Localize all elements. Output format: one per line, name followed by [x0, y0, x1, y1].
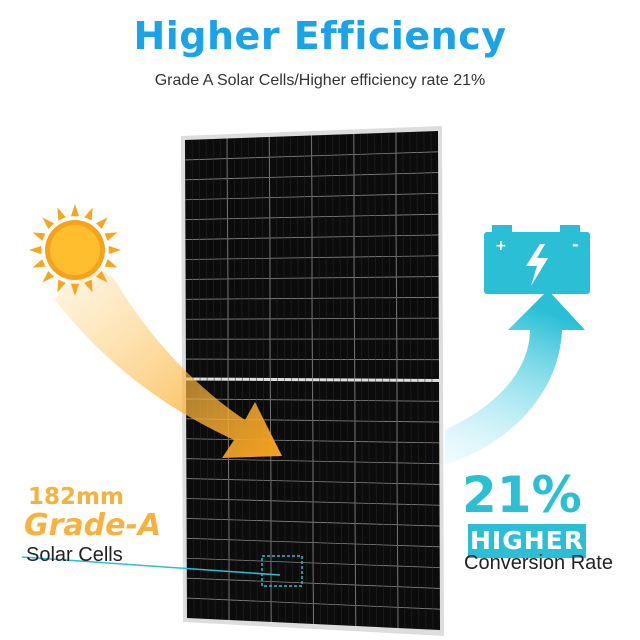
sun-ray — [108, 245, 121, 255]
busbar-line — [262, 137, 265, 622]
sun-ray — [70, 204, 80, 217]
cells-label: Solar Cells — [26, 544, 123, 566]
sun-ray — [42, 217, 55, 230]
busbar-line — [226, 138, 230, 621]
solar-panel — [181, 126, 444, 636]
busbar-line — [374, 133, 377, 628]
sun-ray — [104, 232, 118, 241]
sun-ray — [95, 217, 108, 230]
busbar-line — [416, 131, 420, 630]
sun-ray — [95, 270, 108, 283]
busbar-line — [332, 134, 335, 626]
sun-ray — [32, 259, 46, 268]
busbar-line — [395, 132, 399, 629]
page-title: Higher Efficiency — [133, 14, 507, 58]
busbar-line — [339, 134, 342, 626]
higher-badge: HIGHER — [468, 524, 586, 558]
busbar-line — [240, 137, 244, 621]
busbar-line — [297, 135, 300, 624]
sun-ray — [29, 245, 42, 255]
busbar-line — [409, 131, 413, 629]
busbar-line — [423, 131, 427, 630]
battery-minus: - — [572, 235, 579, 254]
busbar-line — [283, 136, 286, 623]
sun-ray — [84, 279, 93, 293]
busbar-line — [255, 137, 258, 622]
busbar-line — [290, 136, 293, 624]
busbar-line — [212, 138, 216, 620]
busbar-line — [205, 139, 209, 620]
orange-arrow-icon — [55, 269, 282, 458]
cell-size: 182mm — [28, 484, 124, 510]
sun-ray — [32, 232, 46, 241]
battery-bolt-icon — [484, 225, 590, 294]
busbar-line — [276, 136, 279, 623]
sun-ray — [42, 270, 55, 283]
busbar-line — [360, 133, 363, 627]
sun-icon — [29, 204, 121, 296]
busbar-line — [318, 135, 321, 625]
battery-plus: + — [495, 238, 507, 254]
busbar-line — [381, 132, 385, 628]
busbar-line — [402, 132, 406, 629]
sun-ray — [57, 207, 66, 221]
cyan-arrow-icon — [445, 290, 585, 465]
busbar-line — [346, 134, 349, 626]
busbar-line — [325, 134, 328, 625]
conversion-label: Conversion Rate — [464, 552, 613, 574]
busbar-line — [248, 137, 251, 622]
busbar-line — [304, 135, 307, 624]
cell-highlight — [261, 555, 303, 587]
sun-ray — [70, 283, 80, 296]
busbar-line — [311, 135, 314, 625]
callout-line — [21, 556, 281, 576]
sun-ray — [57, 279, 66, 293]
busbar-line — [367, 133, 370, 627]
busbar-line — [430, 131, 434, 630]
busbar-line — [219, 138, 223, 620]
busbar-line — [388, 132, 392, 628]
efficiency-percent: 21% — [462, 466, 582, 524]
busbar-line — [233, 138, 237, 621]
busbar-line — [198, 139, 202, 619]
sun-ray — [104, 259, 118, 268]
busbar-line — [269, 136, 272, 623]
page-subtitle: Grade A Solar Cells/Higher efficiency ra… — [154, 72, 486, 89]
busbar-line — [353, 133, 356, 627]
sun-ray — [84, 207, 93, 221]
cell-grade: Grade-A — [24, 508, 162, 543]
